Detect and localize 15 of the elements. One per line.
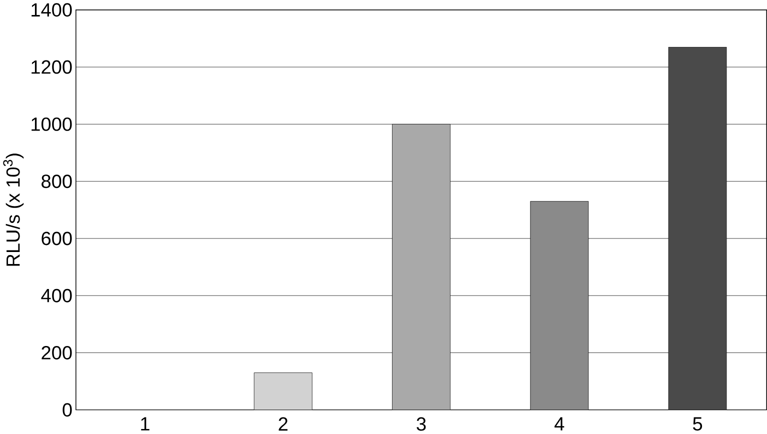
- y-tick-label: 200: [42, 346, 72, 360]
- x-tick-label: 4: [554, 417, 564, 430]
- x-tick-label: 5: [693, 417, 702, 431]
- y-tick-label: 1400: [32, 3, 72, 17]
- x-tick-label: 1: [141, 417, 150, 430]
- y-tick-label: 800: [42, 174, 72, 188]
- x-tick-label: 3: [416, 417, 426, 431]
- y-tick-label: 0: [62, 403, 72, 417]
- y-tick-label: 1200: [32, 60, 72, 74]
- y-tick-label: 600: [42, 232, 72, 246]
- y-tick-label: 1000: [32, 117, 72, 131]
- bar: [254, 372, 312, 410]
- y-axis-title: RLU/s (x 10$^{3}$): [3, 154, 24, 266]
- y-tick-label: 400: [41, 288, 72, 302]
- x-tick-label: 2: [278, 417, 288, 431]
